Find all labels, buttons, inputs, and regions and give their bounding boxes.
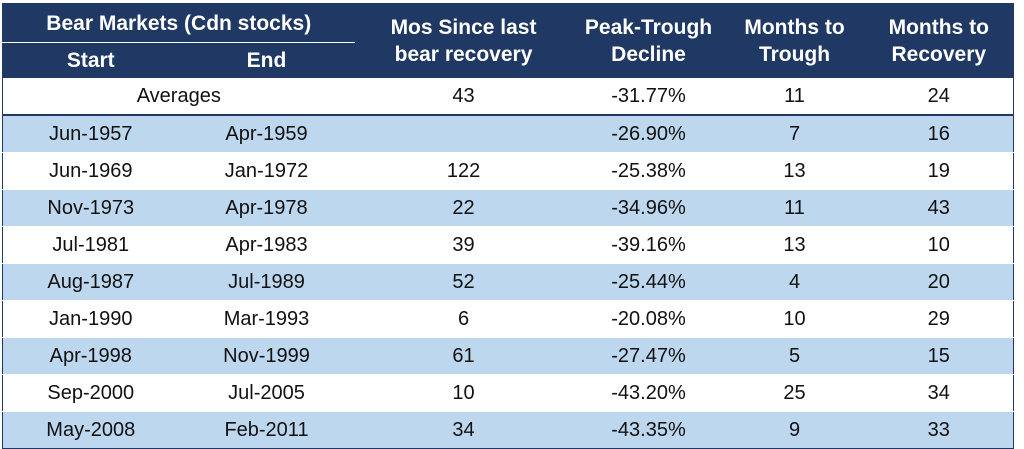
cell-mos-since: 61 [354,337,573,375]
cell-start: Jun-1957 [2,114,179,153]
cell-to-trough: 13 [724,226,865,264]
header-mos-since-line-1: Mos Since last [390,16,537,39]
table-row: Jul-1981 Apr-1983 39 -39.16% 13 10 [2,226,1014,264]
cell-mos-since [354,114,573,153]
table-row: Aug-1987 Jul-1989 52 -25.44% 4 20 [2,263,1014,301]
header-decline-line-1: Peak-Trough [584,16,713,39]
cell-to-recovery: 34 [864,374,1014,412]
table-row: Jun-1969 Jan-1972 122 -25.38% 13 19 [2,152,1014,190]
header-decline-line-2: Decline [611,43,686,66]
cell-to-trough: 10 [724,300,865,338]
cell-mos-since: 6 [354,300,573,338]
cell-to-trough: 13 [724,152,865,190]
cell-start: May-2008 [2,411,179,449]
table-row: May-2008 Feb-2011 34 -43.35% 9 33 [2,411,1014,449]
cell-mos-since: 122 [354,152,573,190]
header-end: End [178,42,355,78]
cell-start: Aug-1987 [2,263,179,301]
cell-start: Nov-1973 [2,189,179,227]
cell-decline: -34.96% [572,189,725,227]
cell-decline: -27.47% [572,337,725,375]
cell-decline: -43.35% [572,411,725,449]
table-row: Apr-1998 Nov-1999 61 -27.47% 5 15 [2,337,1014,375]
cell-mos-since: 39 [354,226,573,264]
header-mos-since-line-2: bear recovery [394,43,533,66]
cell-end: Feb-2011 [178,411,355,449]
table-row: Jun-1957 Apr-1959 -26.90% 7 16 [2,114,1014,153]
header-months-to-trough: Months to Trough [724,3,865,78]
header-months-to-recovery: Months to Recovery [864,3,1014,78]
table-row: Sep-2000 Jul-2005 10 -43.20% 25 34 [2,374,1014,412]
table-header: Bear Markets (Cdn stocks) Mos Since last… [2,3,1014,78]
cell-start: Jan-1990 [2,300,179,338]
cell-decline: -20.08% [572,300,725,338]
bear-markets-table: Bear Markets (Cdn stocks) Mos Since last… [2,3,1015,449]
cell-to-recovery: 29 [864,300,1014,338]
cell-decline: -39.16% [572,226,725,264]
cell-to-recovery: 10 [864,226,1014,264]
cell-end: Apr-1978 [178,189,355,227]
cell-mos-since: 10 [354,374,573,412]
table-row: Jan-1990 Mar-1993 6 -20.08% 10 29 [2,300,1014,338]
cell-to-trough: 9 [724,411,865,449]
cell-end: Jul-1989 [178,263,355,301]
averages-decline: -31.77% [572,78,725,116]
cell-end: Jan-1972 [178,152,355,190]
cell-to-recovery: 43 [864,189,1014,227]
cell-to-trough: 4 [724,263,865,301]
table-body: Averages 43 -31.77% 11 24 Jun-1957 Apr-19… [2,78,1014,449]
cell-end: Mar-1993 [178,300,355,338]
header-start: Start [2,42,179,78]
averages-row: Averages 43 -31.77% 11 24 [2,78,1014,116]
cell-to-trough: 25 [724,374,865,412]
averages-label: Averages [2,78,355,116]
header-peak-trough-decline: Peak-Trough Decline [572,3,725,78]
header-mos-since-last-bear-recovery: Mos Since last bear recovery [354,3,573,78]
cell-to-recovery: 20 [864,263,1014,301]
cell-start: Jun-1969 [2,152,179,190]
cell-end: Apr-1983 [178,226,355,264]
cell-mos-since: 22 [354,189,573,227]
cell-to-trough: 5 [724,337,865,375]
cell-to-recovery: 15 [864,337,1014,375]
cell-end: Apr-1959 [178,114,355,153]
cell-to-trough: 11 [724,189,865,227]
header-to-recovery-line-2: Recovery [891,43,987,66]
averages-to-recovery: 24 [864,78,1014,116]
bear-markets-figure: Bear Markets (Cdn stocks) Mos Since last… [2,3,1015,449]
header-to-trough-line-1: Months to [744,16,845,39]
header-bear-markets-group: Bear Markets (Cdn stocks) [2,3,355,43]
cell-end: Nov-1999 [178,337,355,375]
table-row: Nov-1973 Apr-1978 22 -34.96% 11 43 [2,189,1014,227]
cell-decline: -25.38% [572,152,725,190]
cell-start: Jul-1981 [2,226,179,264]
cell-decline: -43.20% [572,374,725,412]
averages-mos-since: 43 [354,78,573,116]
cell-mos-since: 52 [354,263,573,301]
header-to-trough-line-2: Trough [758,43,831,66]
cell-start: Apr-1998 [2,337,179,375]
cell-to-recovery: 19 [864,152,1014,190]
header-to-recovery-line-1: Months to [888,16,989,39]
cell-decline: -25.44% [572,263,725,301]
cell-mos-since: 34 [354,411,573,449]
averages-to-trough: 11 [724,78,865,116]
cell-end: Jul-2005 [178,374,355,412]
cell-to-recovery: 33 [864,411,1014,449]
cell-decline: -26.90% [572,114,725,153]
cell-to-recovery: 16 [864,114,1014,153]
cell-to-trough: 7 [724,114,865,153]
cell-start: Sep-2000 [2,374,179,412]
